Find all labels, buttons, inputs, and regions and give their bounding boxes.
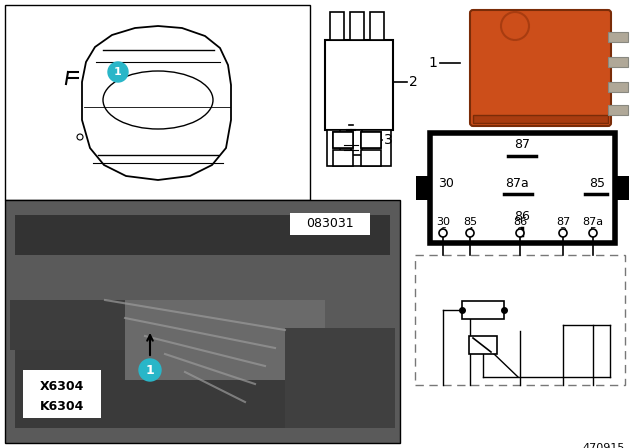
Bar [333, 150, 353, 166]
Circle shape [516, 229, 524, 237]
Bar [333, 132, 353, 148]
Text: 30: 30 [436, 217, 450, 227]
Bar [430, 133, 615, 243]
Bar [608, 57, 628, 67]
Text: 1: 1 [114, 67, 122, 77]
Bar [327, 130, 391, 166]
Text: K6304: K6304 [40, 400, 84, 413]
Bar [415, 255, 625, 385]
Text: 86: 86 [514, 210, 530, 223]
Circle shape [139, 359, 161, 381]
Bar [615, 176, 629, 200]
Text: 4: 4 [467, 227, 474, 237]
Bar [350, 12, 364, 40]
Text: 87a: 87a [582, 217, 604, 227]
Polygon shape [473, 115, 608, 123]
Text: 3: 3 [384, 133, 393, 147]
Bar [15, 347, 390, 428]
Circle shape [439, 229, 447, 237]
Bar [608, 82, 628, 92]
Text: 470915: 470915 [582, 443, 625, 448]
Text: 8: 8 [516, 227, 524, 237]
Text: 5: 5 [589, 227, 596, 237]
Bar [608, 105, 628, 115]
Text: 30: 30 [438, 177, 454, 190]
FancyBboxPatch shape [470, 10, 611, 126]
Text: 85: 85 [589, 177, 605, 190]
Text: 85: 85 [463, 217, 477, 227]
Text: 2: 2 [559, 227, 566, 237]
Text: 1: 1 [428, 56, 437, 70]
Bar [15, 215, 390, 255]
Text: 6: 6 [440, 227, 447, 237]
Circle shape [108, 62, 128, 82]
Bar [462, 301, 504, 319]
Bar [361, 132, 381, 148]
Bar [340, 130, 362, 155]
Bar [330, 12, 344, 40]
Text: 87a: 87a [505, 177, 529, 190]
Text: 2: 2 [409, 75, 418, 89]
Bar [416, 176, 430, 200]
Circle shape [589, 229, 597, 237]
Bar [325, 40, 393, 130]
Bar [290, 213, 370, 235]
Bar [5, 5, 310, 200]
Bar [285, 328, 395, 428]
Bar [608, 32, 628, 42]
Bar [361, 150, 381, 166]
Bar [469, 336, 497, 354]
Bar [370, 12, 384, 40]
Bar [125, 300, 325, 380]
Bar [23, 370, 101, 418]
Text: 87: 87 [514, 138, 530, 151]
Bar [5, 200, 400, 443]
Bar [10, 300, 130, 350]
Text: 87: 87 [556, 217, 570, 227]
Text: X6304: X6304 [40, 379, 84, 392]
Circle shape [466, 229, 474, 237]
Text: 86: 86 [513, 217, 527, 227]
Circle shape [559, 229, 567, 237]
Bar [333, 132, 353, 148]
Bar [361, 132, 381, 148]
Text: 1: 1 [146, 363, 154, 376]
Text: 083031: 083031 [306, 216, 354, 229]
